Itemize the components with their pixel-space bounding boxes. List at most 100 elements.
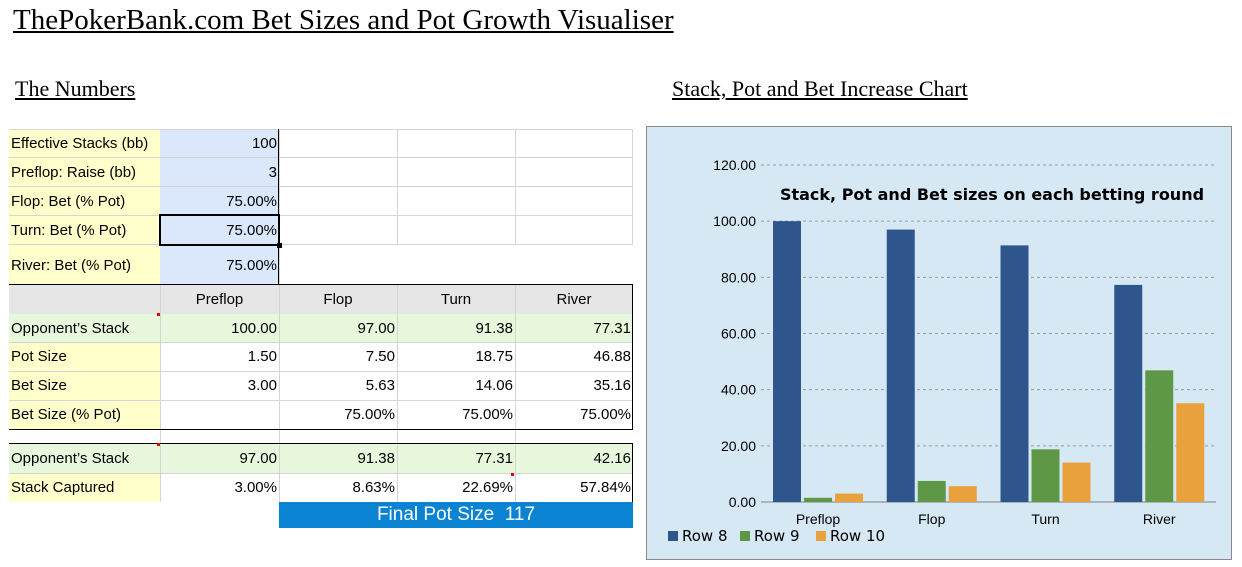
bar-row-9[interactable] — [917, 480, 946, 502]
table-cell[interactable]: 75.00% — [580, 406, 631, 423]
input-label-flop-bet: Flop: Bet (% Pot) — [9, 187, 160, 215]
summary-cell[interactable]: 22.69% — [462, 479, 513, 496]
bar-row-10[interactable] — [1176, 403, 1205, 502]
table-cell[interactable]: 75.00% — [462, 406, 513, 423]
y-tick-label: 120.00 — [713, 157, 756, 173]
input-flop-bet[interactable]: 75.00% — [160, 187, 279, 215]
table-row-label-pot-size: Pot Size — [9, 342, 160, 371]
input-label-preflop-raise: Preflop: Raise (bb) — [9, 158, 160, 187]
summary-cell[interactable]: 91.38 — [279, 444, 397, 473]
table-cell[interactable]: 97.00 — [279, 314, 397, 342]
table-row-label-opponent-stack: Opponent’s Stack — [9, 314, 160, 342]
summary-cell[interactable]: 3.00% — [234, 479, 277, 496]
grid-line — [9, 129, 633, 130]
table-header-flop: Flop — [279, 285, 397, 314]
grid-line — [279, 285, 280, 502]
grid-line — [9, 371, 633, 372]
summary-cell[interactable]: 77.31 — [397, 444, 515, 473]
table-cell[interactable]: 3.00 — [247, 377, 277, 394]
final-pot-label: Final Pot Size — [376, 504, 495, 525]
y-tick-label: 100.00 — [713, 213, 756, 229]
y-tick-label: 20.00 — [721, 438, 756, 454]
x-category-label: Preflop — [796, 511, 841, 527]
bar-row-8[interactable] — [886, 229, 915, 502]
bar-row-8[interactable] — [773, 221, 801, 502]
table-header-blank — [9, 285, 160, 314]
input-label-turn-bet: Turn: Bet (% Pot) — [9, 215, 160, 245]
table-cell[interactable]: 46.88 — [593, 348, 631, 365]
bar-row-10[interactable] — [835, 493, 863, 502]
table-border — [632, 443, 633, 502]
bar-row-9[interactable] — [1031, 449, 1060, 502]
table-header-river: River — [515, 285, 633, 314]
table-row-label-bet-size: Bet Size — [9, 371, 160, 400]
final-pot-value: 117 — [504, 504, 536, 525]
grid-line — [515, 129, 516, 245]
table-border — [278, 129, 279, 285]
x-category-label: River — [1143, 511, 1176, 527]
table-cell[interactable]: 7.50 — [365, 348, 395, 365]
table-cell[interactable]: 100.00 — [160, 314, 279, 342]
table-cell[interactable]: 77.31 — [515, 314, 633, 342]
chart-bars — [773, 221, 1205, 502]
grid-line — [397, 129, 398, 245]
grid-line — [160, 285, 161, 502]
table-cell[interactable]: 91.38 — [397, 314, 515, 342]
grid-line — [397, 285, 398, 502]
bar-row-10[interactable] — [948, 486, 977, 502]
bar-row-8[interactable] — [1000, 245, 1029, 502]
bar-row-8[interactable] — [1114, 284, 1143, 502]
table-cell[interactable]: 18.75 — [475, 348, 513, 365]
bar-row-9[interactable] — [804, 497, 832, 502]
grid-line — [632, 129, 633, 245]
table-cell[interactable]: 75.00% — [344, 406, 395, 423]
comment-indicator[interactable] — [157, 313, 160, 316]
y-tick-labels: 0.00 20.00 40.00 60.00 80.00 100.00 120.00 — [713, 157, 756, 510]
table-cell[interactable]: 5.63 — [365, 377, 395, 394]
bar-chart: 0.00 20.00 40.00 60.00 80.00 100.00 120.00 Pre… — [668, 157, 1216, 545]
x-category-labels: Preflop Flop Turn River — [796, 511, 1176, 527]
input-effective-stacks[interactable]: 100 — [160, 129, 279, 158]
legend-label: Row 8 — [682, 527, 728, 545]
grid-line — [9, 186, 633, 187]
chart-section-title: Stack, Pot and Bet Increase Chart — [672, 76, 968, 101]
bar-row-9[interactable] — [1145, 370, 1174, 502]
comment-indicator[interactable] — [511, 473, 514, 476]
input-turn-bet[interactable]: 75.00% — [160, 215, 279, 245]
table-border — [9, 443, 633, 444]
grid-line — [9, 400, 633, 401]
input-river-bet[interactable]: 75.00% — [160, 245, 279, 285]
y-tick-label: 40.00 — [721, 382, 756, 398]
table-cell[interactable]: 14.06 — [475, 377, 513, 394]
table-border — [9, 429, 633, 430]
summary-cell[interactable]: 97.00 — [160, 444, 279, 473]
legend-label: Row 10 — [830, 527, 885, 545]
legend-label: Row 9 — [754, 527, 800, 545]
page-title: ThePokerBank.com Bet Sizes and Pot Growt… — [13, 4, 674, 36]
x-category-label: Flop — [918, 511, 945, 527]
table-header-turn: Turn — [397, 285, 515, 314]
y-tick-label: 80.00 — [721, 269, 756, 285]
summary-cell[interactable]: 8.63% — [352, 479, 395, 496]
chart-legend: Row 8 Row 9 Row 10 — [668, 527, 885, 545]
summary-row-label-opponent-stack: Opponent’s Stack — [9, 444, 160, 473]
table-cell[interactable]: 1.50 — [247, 348, 277, 365]
summary-cell[interactable]: 42.16 — [515, 444, 633, 473]
input-label-effective-stacks: Effective Stacks (bb) — [9, 129, 160, 158]
bar-row-10[interactable] — [1062, 462, 1091, 502]
grid-line — [9, 342, 633, 343]
input-label-river-bet: River: Bet (% Pot) — [9, 245, 160, 285]
grid-line — [9, 244, 633, 245]
table-cell[interactable]: 35.16 — [593, 377, 631, 394]
legend-swatch — [668, 531, 678, 541]
table-cell[interactable] — [160, 400, 279, 429]
selected-cell-outline[interactable] — [159, 214, 280, 246]
table-row-label-bet-pct: Bet Size (% Pot) — [9, 400, 160, 429]
comment-indicator[interactable] — [157, 443, 160, 446]
input-preflop-raise[interactable]: 3 — [160, 158, 279, 187]
y-tick-label: 0.00 — [729, 494, 756, 510]
chart-title: Stack, Pot and Bet sizes on each betting… — [780, 185, 1204, 204]
legend-swatch — [740, 531, 750, 541]
summary-cell[interactable]: 57.84% — [580, 479, 631, 496]
fill-handle[interactable] — [277, 243, 282, 248]
